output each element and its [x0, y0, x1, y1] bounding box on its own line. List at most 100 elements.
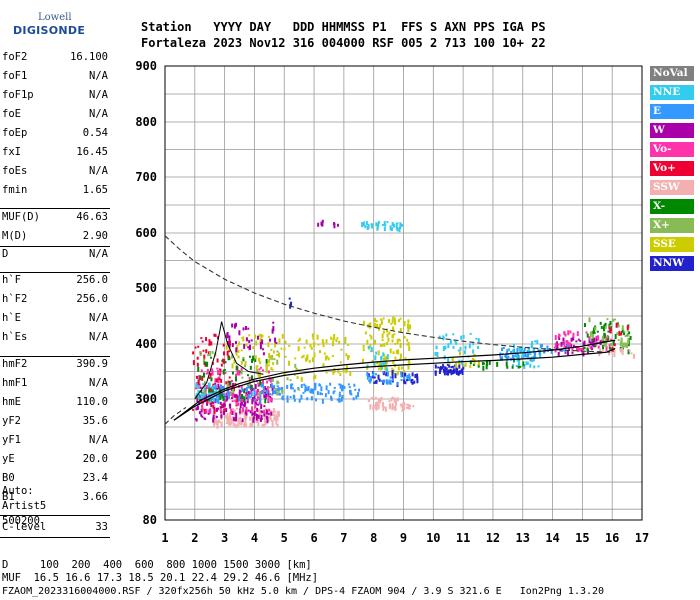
echo-point — [253, 388, 256, 391]
echo-point — [600, 325, 603, 329]
echo-point — [341, 388, 344, 392]
echo-point — [244, 360, 247, 365]
echo-point — [235, 424, 238, 429]
echo-point — [389, 225, 392, 231]
legend-item-nnw: NNW — [650, 256, 694, 271]
echo-point — [319, 392, 322, 396]
echo-point — [377, 220, 380, 224]
echo-point — [391, 374, 394, 379]
echo-point — [385, 357, 388, 363]
x-tick-label: 1 — [161, 531, 168, 545]
echo-point — [388, 379, 391, 385]
echo-point — [370, 347, 373, 353]
param-value: N/A — [89, 69, 108, 82]
echo-point — [242, 404, 245, 407]
echo-point — [629, 335, 632, 340]
echo-point — [537, 365, 540, 368]
param-row-fof2: foF2 16.100 — [2, 47, 108, 66]
echo-point — [407, 358, 410, 364]
param-value: 3.66 — [82, 490, 108, 503]
echo-point — [267, 412, 270, 415]
echo-point — [310, 396, 313, 401]
auto-artist: Artist5 — [2, 500, 47, 512]
echo-point — [416, 376, 419, 381]
param-value: N/A — [89, 88, 108, 101]
echo-point — [445, 333, 448, 337]
echo-point — [291, 383, 294, 386]
echo-point — [593, 337, 596, 343]
echo-point — [248, 355, 251, 358]
echo-point — [450, 366, 453, 369]
echo-point — [605, 345, 608, 351]
echo-point — [235, 412, 238, 418]
echo-point — [201, 386, 204, 389]
echo-point — [462, 364, 465, 370]
echo-point — [475, 337, 478, 340]
echo-point — [381, 367, 384, 370]
echo-point — [223, 410, 226, 415]
cusp-trace-curve — [194, 321, 264, 400]
echo-point — [262, 352, 265, 356]
echo-point — [362, 221, 365, 227]
echo-point — [267, 419, 270, 422]
echo-point — [222, 369, 225, 375]
param-row-foe: foE N/A — [2, 104, 108, 123]
param-name: foF1p — [2, 88, 34, 101]
echo-point — [298, 398, 301, 403]
echo-point — [575, 340, 578, 343]
echo-point — [369, 375, 372, 380]
echo-point — [376, 226, 379, 231]
echo-point — [525, 361, 528, 366]
echo-point — [283, 371, 286, 376]
echo-point — [620, 332, 623, 336]
echo-point — [206, 399, 209, 404]
echo-point — [459, 351, 462, 356]
echo-point — [251, 387, 254, 391]
echo-point — [252, 379, 255, 383]
echo-point — [347, 383, 350, 386]
echo-point — [583, 347, 586, 350]
echo-point — [282, 398, 285, 401]
echo-point — [223, 408, 226, 411]
echo-point — [332, 370, 335, 375]
echo-point — [592, 330, 595, 335]
param-name: h`F — [2, 273, 21, 286]
echo-point — [241, 376, 244, 379]
y-tick-label: 700 — [135, 170, 157, 184]
echo-point — [239, 403, 242, 409]
echo-point — [593, 327, 596, 333]
legend-item-w: W — [650, 123, 694, 138]
echo-point — [205, 408, 208, 414]
legend-item-x-: X+ — [650, 218, 694, 233]
echo-point — [281, 333, 284, 339]
echo-point — [214, 378, 217, 383]
echo-point — [295, 367, 298, 371]
echo-point — [260, 334, 263, 339]
legend-item-noval: NoVal — [650, 66, 694, 81]
echo-point — [219, 406, 222, 410]
echo-point — [256, 389, 259, 393]
echo-point — [221, 404, 224, 409]
echo-point — [369, 322, 372, 328]
echo-point — [601, 335, 604, 341]
echo-point — [245, 394, 248, 397]
echo-point — [385, 373, 388, 377]
echo-point — [374, 396, 377, 400]
echo-point — [512, 349, 515, 355]
echo-point — [249, 416, 252, 421]
echo-point — [398, 227, 401, 233]
param-name: MUF(D) — [2, 210, 40, 223]
echo-point — [243, 402, 246, 407]
echo-point — [618, 330, 621, 336]
echo-point — [608, 350, 611, 356]
echo-point — [211, 386, 214, 392]
echo-point — [219, 394, 222, 400]
echo-point — [472, 342, 475, 346]
legend-item-e: E — [650, 104, 694, 119]
echo-point — [621, 347, 624, 353]
echo-point — [231, 363, 234, 369]
echo-point — [240, 422, 243, 425]
echo-point — [254, 404, 257, 409]
echo-point — [300, 384, 303, 389]
echo-point — [336, 398, 339, 401]
